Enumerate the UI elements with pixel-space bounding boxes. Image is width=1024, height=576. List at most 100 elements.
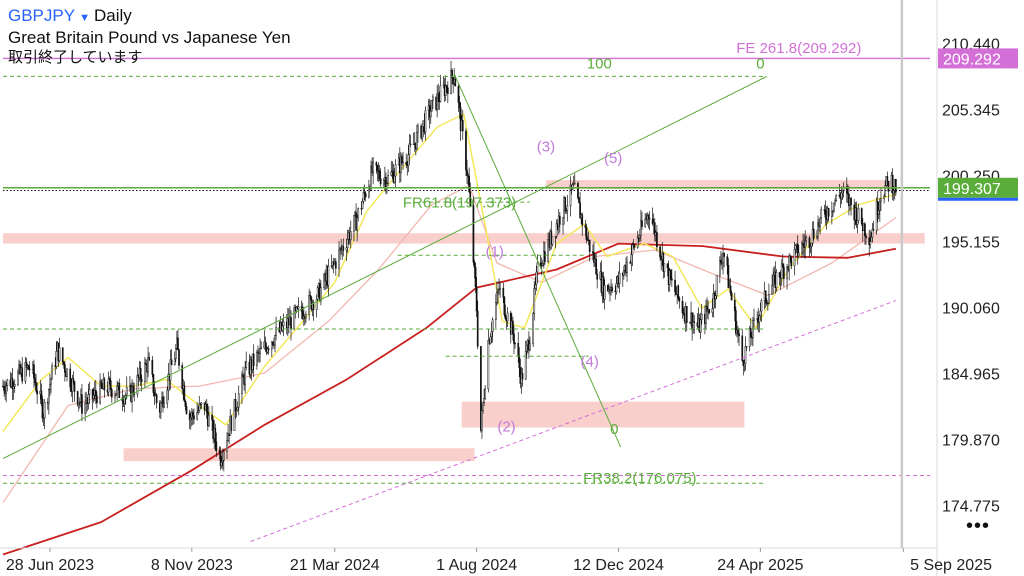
candle-body bbox=[489, 336, 492, 344]
candle-body bbox=[459, 107, 462, 131]
candle-body bbox=[51, 365, 53, 380]
fib-label: 100 bbox=[587, 56, 612, 73]
candle-body bbox=[382, 179, 385, 185]
candle-body bbox=[81, 394, 83, 414]
symbol-name[interactable]: GBPJPY bbox=[8, 6, 76, 25]
candle-body bbox=[496, 292, 498, 303]
candle-body bbox=[726, 256, 729, 266]
candle-body bbox=[49, 383, 51, 390]
candle-body bbox=[400, 156, 402, 174]
candle-body bbox=[581, 214, 584, 226]
timeframe-label[interactable]: Daily bbox=[93, 6, 132, 25]
candle-body bbox=[891, 174, 894, 194]
candle-body bbox=[233, 399, 236, 431]
candle-body bbox=[593, 252, 595, 263]
candle-body bbox=[270, 341, 273, 350]
candle-body bbox=[832, 210, 834, 212]
candle-body bbox=[394, 164, 397, 177]
candle-body bbox=[125, 387, 128, 396]
time-tick-label: 1 Aug 2024 bbox=[436, 557, 517, 574]
candle-body bbox=[71, 378, 74, 392]
candle-body bbox=[301, 311, 304, 319]
candle-body bbox=[465, 130, 467, 171]
time-tick-label: 28 Jun 2023 bbox=[6, 557, 94, 574]
candle-body bbox=[517, 343, 520, 356]
price-tick-label: 205.345 bbox=[942, 103, 1000, 120]
candle-body bbox=[445, 85, 448, 89]
candle-body bbox=[569, 184, 572, 207]
candle-body bbox=[88, 389, 91, 395]
candle-body bbox=[160, 402, 162, 413]
candle-body bbox=[293, 307, 296, 330]
candle-body bbox=[699, 319, 702, 333]
candle-body bbox=[192, 412, 194, 416]
candle-body bbox=[170, 359, 173, 366]
candle-body bbox=[659, 246, 661, 258]
chevron-down-icon[interactable]: ▼ bbox=[79, 12, 90, 24]
candle-body bbox=[720, 260, 722, 263]
candle-body bbox=[297, 306, 300, 309]
candle-body bbox=[11, 378, 14, 389]
candle-body bbox=[309, 294, 312, 298]
candle-body bbox=[662, 253, 665, 272]
market-status: 取引終了しています bbox=[8, 48, 143, 66]
candle-body bbox=[579, 202, 581, 219]
candle-body bbox=[183, 385, 186, 402]
candle-body bbox=[312, 302, 315, 311]
candle-body bbox=[436, 93, 439, 110]
candle-body bbox=[738, 333, 740, 337]
candle-body bbox=[100, 380, 102, 387]
candle-body bbox=[886, 176, 889, 182]
candle-body bbox=[147, 357, 149, 373]
symbol-line[interactable]: GBPJPY ▼ Daily bbox=[8, 6, 291, 28]
candle-body bbox=[144, 363, 146, 383]
candle-body bbox=[711, 308, 714, 313]
candle-body bbox=[87, 394, 90, 404]
candle-body bbox=[408, 143, 411, 155]
candle-body bbox=[349, 231, 352, 241]
candle-body bbox=[778, 272, 781, 278]
candle-body bbox=[6, 379, 9, 386]
candle-body bbox=[362, 192, 365, 202]
candle-body bbox=[518, 355, 521, 369]
candle-body bbox=[66, 368, 68, 377]
chart-header: GBPJPY ▼ Daily Great Britain Pound vs Japa… bbox=[8, 6, 291, 66]
candle-body bbox=[535, 271, 538, 285]
candle-body bbox=[562, 217, 564, 225]
candle-body bbox=[92, 394, 95, 399]
candle-body bbox=[430, 100, 433, 112]
candle-body bbox=[429, 110, 432, 118]
candle-body bbox=[525, 344, 528, 352]
candle-body bbox=[41, 399, 44, 419]
candle-body bbox=[490, 331, 493, 338]
candle-body bbox=[416, 131, 418, 149]
candle-body bbox=[162, 396, 164, 408]
candle-body bbox=[820, 209, 823, 219]
more-horizontal-icon[interactable]: ••• bbox=[966, 515, 991, 537]
candle-body bbox=[17, 371, 19, 385]
candle-body bbox=[835, 194, 837, 202]
candle-body bbox=[744, 346, 747, 365]
candle-body bbox=[412, 143, 415, 146]
candle-body bbox=[611, 287, 613, 292]
candle-body bbox=[364, 193, 367, 198]
candle-body bbox=[227, 433, 229, 441]
candle-body bbox=[793, 248, 796, 266]
candle-body bbox=[178, 349, 180, 366]
candle-body bbox=[235, 410, 238, 412]
candle-body bbox=[266, 348, 269, 353]
candle-body bbox=[342, 246, 345, 251]
candle-body bbox=[887, 181, 890, 192]
candle-body bbox=[869, 241, 872, 246]
candle-body bbox=[514, 342, 516, 345]
candle-body bbox=[794, 245, 797, 250]
candle-body bbox=[252, 353, 255, 366]
candle-body bbox=[855, 207, 858, 225]
candle-body bbox=[458, 102, 461, 109]
candle-body bbox=[330, 265, 333, 267]
candle-body bbox=[264, 341, 267, 348]
candle-body bbox=[222, 451, 225, 461]
candle-body bbox=[363, 192, 366, 195]
candle-body bbox=[244, 367, 247, 385]
